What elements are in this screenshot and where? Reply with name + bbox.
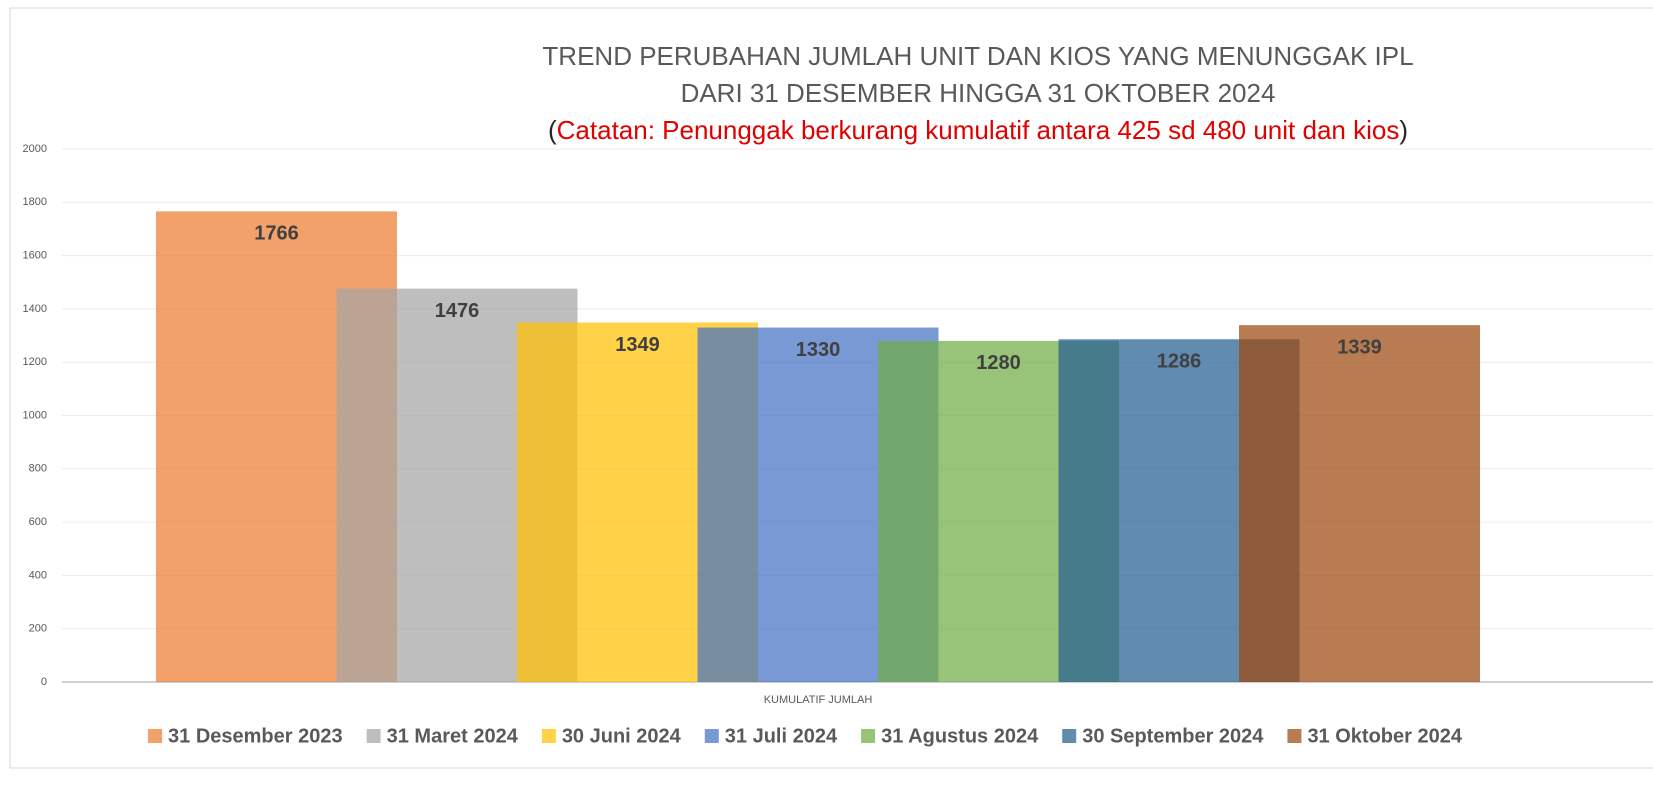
y-tick-label: 1600: [23, 250, 47, 262]
legend-swatch: [1287, 729, 1302, 743]
legend: 31 Desember 2023 31 Maret 2024 30 Juni 202…: [148, 725, 1463, 747]
y-tick-label: 200: [29, 623, 47, 635]
legend-label: 30 September 2024: [1082, 725, 1264, 747]
legend-swatch: [148, 729, 163, 743]
legend-label: 30 Juni 2024: [562, 725, 682, 747]
legend-swatch: [861, 729, 876, 743]
chart-title: DARI 31 DESEMBER HINGGA 31 OKTOBER 2024: [681, 78, 1276, 108]
legend-label: 31 Juli 2024: [725, 725, 838, 747]
legend-swatch: [1062, 729, 1077, 743]
chart-title: TREND PERUBAHAN JUMLAH UNIT DAN KIOS YAN…: [542, 41, 1413, 71]
data-label: 1476: [435, 300, 480, 322]
y-tick-label: 800: [29, 463, 47, 475]
data-label: 1286: [1157, 351, 1202, 373]
data-label: 1349: [615, 334, 660, 356]
legend-label: 31 Oktober 2024: [1307, 725, 1462, 747]
chart-subtitle: (Catatan: Penunggak berkurang kumulatif …: [548, 115, 1408, 145]
legend-swatch: [704, 729, 719, 743]
legend-swatch: [541, 729, 556, 743]
data-label: 1330: [796, 339, 841, 361]
y-tick-label: 0: [41, 676, 47, 688]
bar: [1239, 325, 1480, 682]
y-tick-label: 1000: [23, 409, 47, 421]
legend-label: 31 Agustus 2024: [881, 725, 1039, 747]
data-label: 1766: [254, 223, 299, 245]
y-tick-label: 400: [29, 569, 47, 581]
data-label: 1339: [1337, 336, 1382, 358]
y-tick-label: 2000: [23, 143, 47, 155]
y-tick-label: 1200: [23, 356, 47, 368]
y-tick-label: 1400: [23, 303, 47, 315]
y-tick-label: 1800: [23, 196, 47, 208]
legend-label: 31 Desember 2023: [168, 725, 343, 747]
y-tick-label: 600: [29, 516, 47, 528]
legend-label: 31 Maret 2024: [387, 725, 519, 747]
legend-swatch: [366, 729, 381, 743]
data-label: 1280: [976, 352, 1021, 374]
x-tick-label: KUMULATIF JUMLAH: [764, 694, 873, 706]
